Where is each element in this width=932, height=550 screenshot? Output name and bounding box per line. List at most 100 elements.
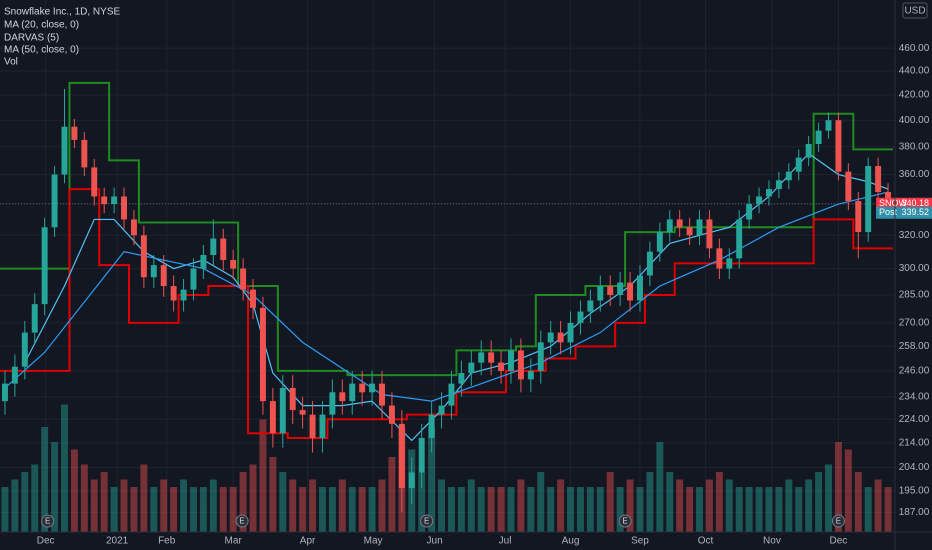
- candle-body: [478, 352, 485, 363]
- volume-bar: [140, 464, 148, 532]
- volume-bar: [358, 487, 366, 532]
- candle-body: [676, 219, 683, 228]
- candle-body: [180, 289, 187, 301]
- earnings-label: E: [45, 517, 50, 526]
- candle-body: [279, 387, 286, 434]
- x-tick-label: Aug: [562, 536, 580, 547]
- candle-body: [547, 332, 554, 343]
- candle-body: [150, 265, 157, 278]
- volume-bar: [249, 464, 257, 532]
- x-tick-label: Dec: [830, 536, 848, 547]
- volume-bar: [467, 479, 475, 532]
- earnings-label: E: [622, 517, 627, 526]
- y-tick-label: 204.00: [899, 462, 930, 473]
- x-tick-label: Mar: [225, 536, 243, 547]
- volume-bar: [239, 472, 247, 532]
- currency-box[interactable]: [902, 2, 928, 19]
- price-tag-symbol: Post: [879, 207, 898, 217]
- candle-body: [91, 167, 98, 197]
- volume-bar: [507, 487, 515, 532]
- candle-body: [666, 219, 673, 233]
- candle-body: [190, 268, 197, 290]
- volume-bar: [418, 472, 426, 532]
- candle-body: [210, 238, 217, 255]
- candle-body: [369, 383, 376, 393]
- y-tick-label: 187.00: [899, 507, 930, 518]
- candle-body: [81, 139, 88, 168]
- volume-bar: [606, 472, 614, 532]
- volume-bar: [557, 479, 565, 532]
- volume-bar: [11, 479, 19, 532]
- volume-bar: [497, 487, 505, 532]
- x-tick-label: Feb: [158, 536, 176, 547]
- volume-bar: [854, 472, 862, 532]
- volume-bar: [874, 479, 882, 532]
- x-tick-label: Oct: [698, 536, 714, 547]
- volume-bar: [755, 487, 763, 532]
- legend-entry: MA (50, close, 0): [4, 45, 79, 56]
- candle-body: [111, 196, 118, 205]
- y-tick-label: 270.00: [899, 318, 930, 329]
- candle-body: [329, 392, 336, 415]
- candle-body: [865, 166, 872, 233]
- candle-body: [41, 227, 48, 305]
- candles: [1, 88, 892, 513]
- candle-body: [230, 260, 237, 269]
- candle-body: [785, 171, 792, 181]
- volume-bar: [715, 472, 723, 532]
- volume-bar: [1, 487, 9, 532]
- volume-bar: [626, 479, 634, 532]
- volume-bar: [130, 487, 138, 532]
- candle-body: [765, 189, 772, 197]
- candle-body: [845, 171, 852, 201]
- x-tick-label: Jun: [427, 536, 443, 547]
- volume-bar: [70, 449, 78, 532]
- volume-bar: [646, 472, 654, 532]
- volume-bar: [368, 487, 376, 532]
- candle-body: [557, 332, 564, 343]
- candle-body: [815, 130, 822, 144]
- volume-bar: [547, 487, 555, 532]
- volume: [1, 404, 892, 532]
- x-tick-label: 2021: [106, 536, 129, 547]
- volume-bar: [51, 442, 59, 532]
- volume-bar: [586, 487, 594, 532]
- candle-body: [71, 126, 78, 140]
- candle-body: [517, 350, 524, 380]
- candle-body: [398, 423, 405, 489]
- currency[interactable]: USD: [904, 6, 925, 17]
- volume-bar: [269, 457, 277, 532]
- volume-bar: [517, 479, 525, 532]
- volume-bar: [705, 479, 713, 532]
- volume-bar: [80, 464, 88, 532]
- earnings-marker: [831, 514, 845, 528]
- volume-bar: [318, 487, 326, 532]
- volume-bar: [259, 419, 267, 532]
- candle-body: [388, 405, 395, 424]
- candle-body: [359, 383, 366, 393]
- candle-body: [319, 414, 326, 438]
- candle-body: [299, 410, 306, 415]
- y-tick-label: 285.00: [899, 290, 930, 301]
- volume-bar: [864, 487, 872, 532]
- volume-bar: [170, 487, 178, 532]
- volume-bar: [378, 479, 386, 532]
- volume-bar: [190, 487, 197, 532]
- candle-body: [607, 286, 614, 296]
- volume-bar: [884, 487, 892, 532]
- volume-bar: [686, 487, 694, 532]
- candle-body: [756, 196, 763, 205]
- candle-body: [577, 311, 584, 323]
- candle-body: [11, 366, 18, 384]
- volume-bar: [696, 487, 703, 532]
- y-tick-label: 460.00: [899, 43, 930, 54]
- x-tick-label: May: [364, 536, 383, 547]
- volume-bar: [180, 479, 188, 532]
- x-tick-label: Apr: [300, 536, 316, 547]
- volume-bar: [656, 442, 664, 532]
- candle-body: [250, 289, 256, 308]
- earnings-label: E: [836, 517, 841, 526]
- price-tag: [876, 206, 932, 219]
- candle-body: [408, 472, 415, 489]
